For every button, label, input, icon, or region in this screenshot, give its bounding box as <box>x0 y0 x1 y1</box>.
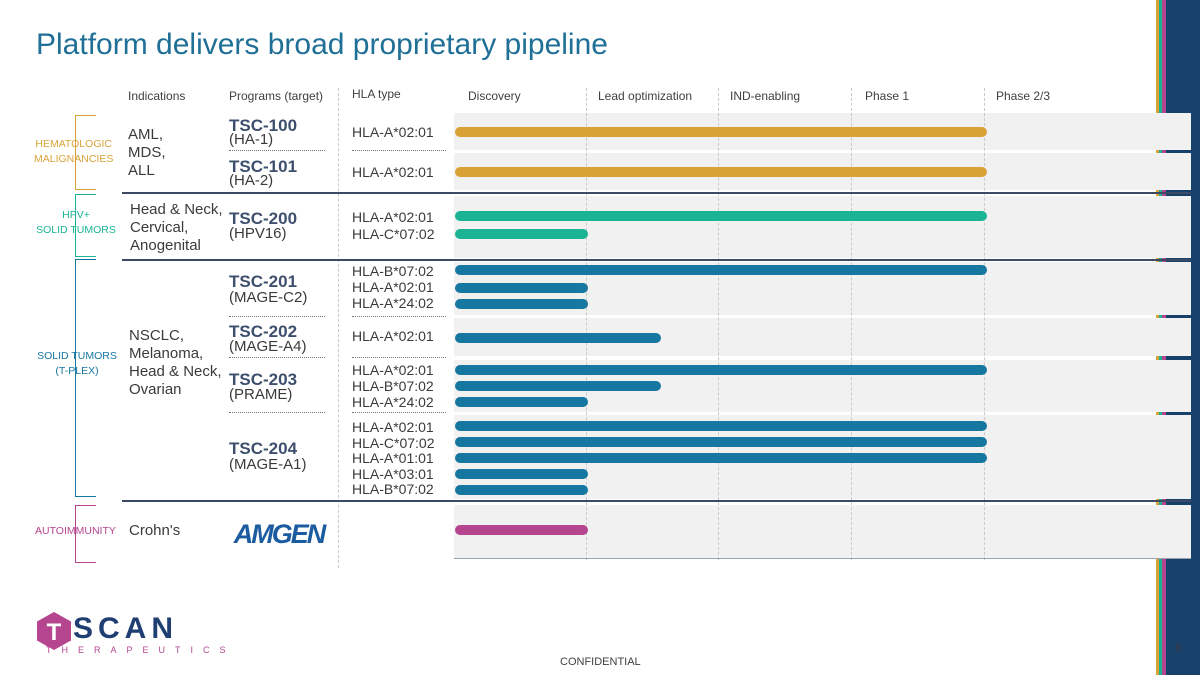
table-bottom-line <box>454 558 1191 559</box>
hla-type: HLA-A*02:01 <box>352 124 434 140</box>
hla-type: HLA-A*01:01 <box>352 450 434 466</box>
program-target: (MAGE-C2) <box>229 289 308 306</box>
category-hpv-solid-tumors: HPV+ SOLID TUMORS <box>36 209 116 236</box>
progress-bar <box>455 211 987 221</box>
amgen-logo: AMGEN <box>233 519 329 548</box>
header-discovery: Discovery <box>468 89 521 103</box>
row-divider <box>352 357 446 358</box>
hla-type: HLA-B*07:02 <box>352 378 434 394</box>
hla-type: HLA-B*07:02 <box>352 481 434 497</box>
category-solid-tumors-tplex: SOLID TUMORS (T-PLEX) <box>37 350 117 377</box>
hla-type: HLA-A*03:01 <box>352 466 434 482</box>
progress-bar <box>455 299 588 309</box>
hla-type: HLA-A*02:01 <box>352 362 434 378</box>
progress-bar <box>455 421 987 431</box>
svg-text:T: T <box>47 619 62 646</box>
row-divider <box>229 150 325 151</box>
indication-hpv: Head & Neck, Cervical, Anogenital <box>130 201 223 254</box>
hla-type: HLA-C*07:02 <box>352 226 435 242</box>
progress-bar <box>455 365 987 375</box>
row-divider <box>352 150 446 151</box>
tscan-logo-mark: T <box>37 612 71 650</box>
page-title: Platform delivers broad proprietary pipe… <box>36 28 608 61</box>
hpv-bracket <box>75 194 96 257</box>
column-divider <box>718 88 719 560</box>
row-divider <box>229 412 325 413</box>
progress-bar <box>455 265 987 275</box>
tscan-logo-name: SCAN <box>73 612 179 645</box>
confidential-footer: CONFIDENTIAL <box>560 656 641 668</box>
hla-type: HLA-A*02:01 <box>352 164 434 180</box>
program-name: TSC-202 <box>229 322 298 341</box>
progress-bar <box>455 525 588 535</box>
indication-tplex: NSCLC, Melanoma, Head & Neck, Ovarian <box>129 327 222 398</box>
progress-bar <box>455 397 588 407</box>
header-indications: Indications <box>128 89 186 103</box>
progress-bar <box>455 167 987 177</box>
hla-type: HLA-C*07:02 <box>352 435 435 451</box>
hla-type: HLA-A*02:01 <box>352 209 434 225</box>
group-separator <box>122 259 1191 261</box>
category-autoimmunity: AUTOIMMUNITY <box>35 525 116 537</box>
program-name: TSC-200 <box>229 209 298 228</box>
column-divider <box>586 88 587 560</box>
header-ind-enabling: IND-enabling <box>730 89 801 103</box>
tscan-logo-subtitle: THERAPEUTICS <box>46 645 236 655</box>
progress-bar <box>455 469 588 479</box>
program-target: (PRAME) <box>229 386 293 403</box>
column-divider <box>338 88 339 568</box>
program-target: (HA-2) <box>229 172 274 189</box>
program-name: TSC-203 <box>229 370 298 389</box>
progress-bar <box>455 453 987 463</box>
column-divider <box>851 88 852 560</box>
progress-bar <box>455 333 662 343</box>
program-name: TSC-204 <box>229 439 298 458</box>
program-target: (MAGE-A1) <box>229 456 307 473</box>
program-target: (HPV16) <box>229 225 287 242</box>
progress-bar <box>455 283 588 293</box>
row-background <box>454 196 1191 258</box>
hla-type: HLA-B*07:02 <box>352 263 434 279</box>
program-name: TSC-201 <box>229 272 298 291</box>
header-programs: Programs (target) <box>229 89 324 103</box>
header-lead-optimization: Lead optimization <box>598 89 693 103</box>
program-name: TSC-101 <box>229 157 298 176</box>
heme-bracket <box>75 115 96 190</box>
header-hla-type: HLA type <box>352 87 401 101</box>
indication-autoimmunity: Crohn's <box>129 522 181 539</box>
hla-type: HLA-A*02:01 <box>352 279 434 295</box>
hla-type: HLA-A*24:02 <box>352 394 434 410</box>
hla-type: HLA-A*24:02 <box>352 295 434 311</box>
page-number: 8 <box>1175 642 1182 654</box>
group-separator <box>122 192 1191 194</box>
progress-bar <box>455 485 588 495</box>
progress-bar <box>455 437 987 447</box>
progress-bar <box>455 381 662 391</box>
category-hematologic: HEMATOLOGIC MALIGNANCIES <box>34 138 114 165</box>
row-divider <box>229 316 325 317</box>
column-divider <box>984 88 985 560</box>
svg-text:AMGEN: AMGEN <box>233 519 327 548</box>
hla-type: HLA-A*02:01 <box>352 419 434 435</box>
header-phase-1: Phase 1 <box>865 89 910 103</box>
program-name: TSC-100 <box>229 116 298 135</box>
tplex-bracket <box>75 259 96 497</box>
row-divider <box>352 316 446 317</box>
group-separator <box>122 500 1191 502</box>
row-divider <box>352 412 446 413</box>
program-target: (HA-1) <box>229 131 274 148</box>
indication-heme: AML, MDS, ALL <box>128 126 166 179</box>
header-phase-2-3: Phase 2/3 <box>996 89 1051 103</box>
hla-type: HLA-A*02:01 <box>352 328 434 344</box>
progress-bar <box>455 127 987 137</box>
auto-bracket <box>75 505 96 563</box>
program-target: (MAGE-A4) <box>229 338 307 355</box>
row-divider <box>229 357 325 358</box>
progress-bar <box>455 229 588 239</box>
